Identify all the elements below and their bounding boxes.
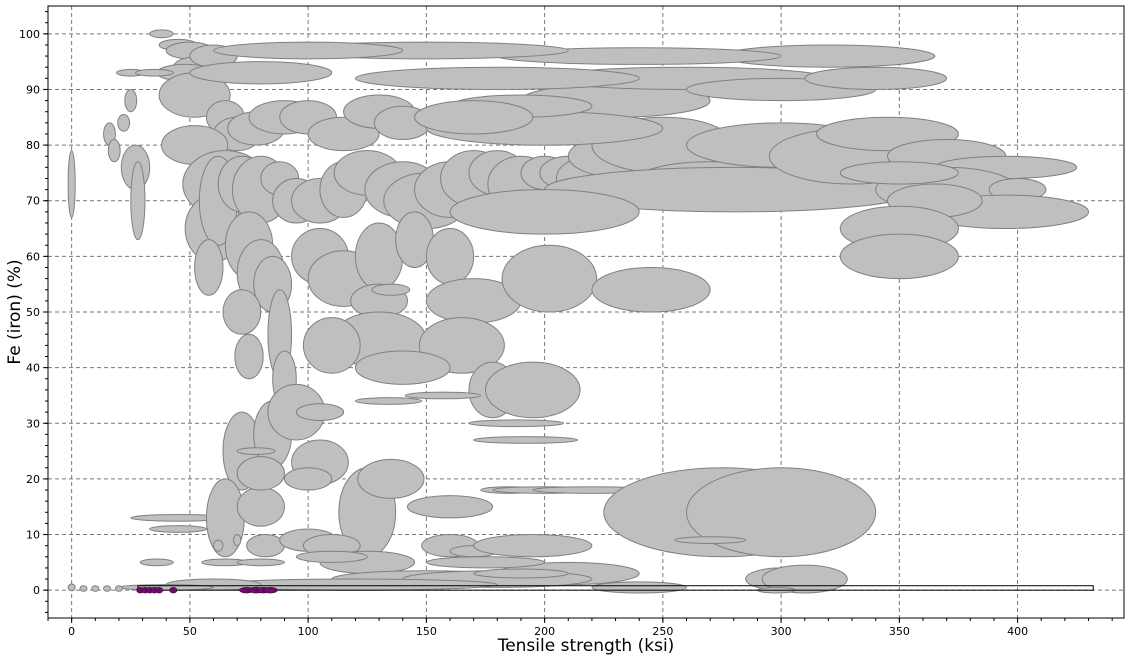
- bubble-point: [234, 333, 264, 380]
- x-tick-label: 150: [416, 625, 437, 638]
- y-tick-label: 0: [33, 584, 40, 597]
- bubble-point: [804, 66, 948, 90]
- bubble-point: [449, 189, 640, 235]
- bubble-point: [189, 61, 333, 85]
- bubble-point: [686, 467, 877, 558]
- bubble-point: [414, 100, 534, 135]
- bubble-point: [295, 403, 345, 421]
- y-tick-label: 80: [26, 139, 40, 152]
- bubble-point: [149, 525, 207, 533]
- bubble-point: [139, 558, 174, 567]
- y-tick-label: 70: [26, 195, 40, 208]
- bubble-point: [839, 233, 959, 280]
- bubble-point: [501, 244, 598, 313]
- y-tick-label: 50: [26, 306, 40, 319]
- bubble-point: [354, 222, 404, 291]
- bubble-point: [425, 556, 546, 569]
- bubble-point: [107, 139, 121, 163]
- highlight-point: [169, 587, 178, 594]
- bubble-point: [354, 66, 640, 90]
- bubble-point: [79, 585, 88, 592]
- bubble-point: [67, 583, 76, 592]
- x-tick-label: 300: [771, 625, 792, 638]
- bubble-point: [236, 558, 285, 567]
- x-tick-label: 400: [1007, 625, 1028, 638]
- bubble-point: [213, 539, 224, 552]
- bubble-point: [302, 317, 361, 374]
- axis-ticks: 0 50 100 150 200 250 300 350 400 0 10 20 30 40 50 60 70 8…: [19, 11, 1113, 638]
- bubble-point: [295, 550, 368, 563]
- bubble-point: [149, 29, 174, 39]
- bubble-point: [484, 361, 581, 419]
- y-tick-label: 90: [26, 83, 40, 96]
- bubble-point: [354, 397, 423, 405]
- x-axis-title: Tensile strength (ksi): [497, 636, 675, 656]
- highlight-point: [155, 587, 164, 594]
- y-tick-label: 20: [26, 473, 40, 486]
- bubble-point: [236, 486, 285, 527]
- y-tick-label: 40: [26, 362, 40, 375]
- bubble-point: [839, 161, 959, 185]
- bubble-point: [114, 585, 123, 592]
- bubble-point: [283, 467, 333, 491]
- bubble-point: [91, 585, 100, 592]
- x-tick-label: 100: [298, 625, 319, 638]
- bubble-point: [233, 534, 242, 547]
- bubble-point: [473, 568, 569, 579]
- bubble-series: [67, 29, 1090, 594]
- bubble-point: [130, 161, 146, 241]
- bubble-point: [473, 436, 579, 444]
- x-tick-label: 200: [534, 625, 555, 638]
- bubble-point: [674, 536, 747, 544]
- bubble-point: [67, 150, 76, 218]
- y-tick-label: 30: [26, 417, 40, 430]
- bubble-point: [404, 391, 482, 400]
- bubble-point: [222, 289, 262, 335]
- bubble-point: [213, 41, 404, 60]
- bubble-point: [406, 495, 494, 519]
- bubble-point: [103, 585, 112, 592]
- bubble-point: [246, 534, 285, 558]
- y-axis-title: Fe (iron) (%): [5, 259, 25, 364]
- bubble-point: [591, 266, 711, 313]
- y-tick-label: 60: [26, 250, 40, 263]
- bubble-point: [425, 228, 475, 285]
- bubble-point: [124, 88, 138, 113]
- bubble-point: [354, 350, 451, 385]
- bubble-point: [473, 534, 593, 558]
- highlight-point: [262, 587, 278, 594]
- bubble-point: [236, 456, 285, 491]
- y-tick-label: 100: [19, 28, 40, 41]
- bubble-point: [236, 447, 276, 455]
- highlight-series: [136, 587, 278, 594]
- bubble-point: [468, 419, 565, 428]
- bubble-point: [357, 458, 425, 499]
- bubble-point: [371, 283, 411, 296]
- bubble-point: [134, 68, 174, 77]
- bubble-point: [117, 113, 131, 132]
- x-tick-label: 0: [68, 625, 75, 638]
- y-tick-label: 10: [26, 529, 40, 542]
- x-tick-label: 350: [889, 625, 910, 638]
- bubble-point: [591, 581, 688, 594]
- x-tick-label: 250: [652, 625, 673, 638]
- bubble-point: [194, 239, 224, 296]
- x-tick-label: 50: [183, 625, 197, 638]
